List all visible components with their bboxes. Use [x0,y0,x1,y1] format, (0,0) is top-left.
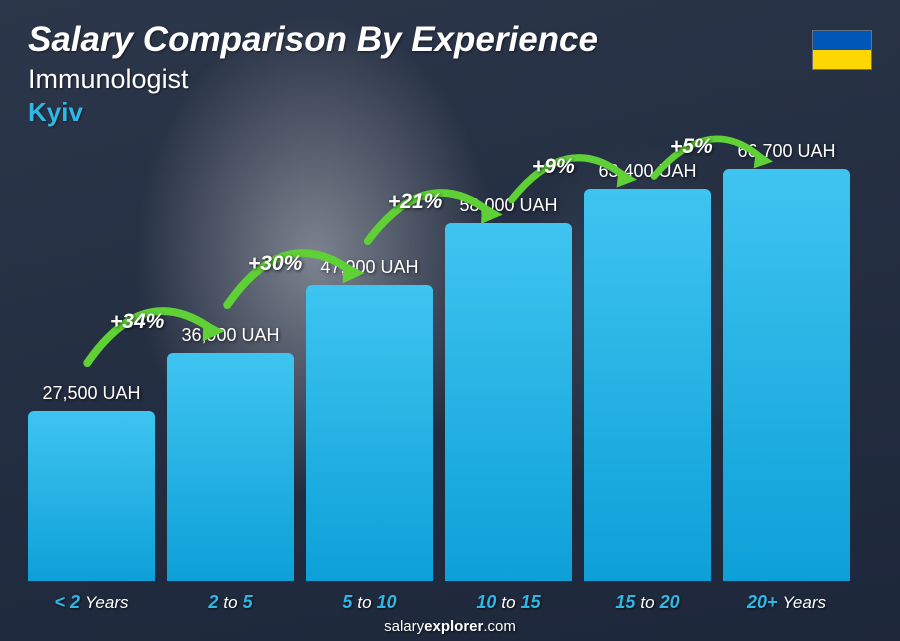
footer-attribution: salaryexplorer.com [384,618,516,635]
salary-chart-container: Salary Comparison By Experience Immunolo… [0,0,900,641]
bar-group: 58,000 UAH [445,223,572,581]
x-axis-label: 20+ Years [723,592,850,613]
bar-value-label: 47,900 UAH [320,257,418,278]
increase-percent-label: +30% [248,252,302,276]
footer-bold: explorer [424,618,483,635]
x-axis-label: < 2 Years [28,592,155,613]
increase-percent-label: +34% [110,310,164,334]
bar-group: 66,700 UAH [723,169,850,581]
bar-group: 36,900 UAH [167,353,294,581]
flag-top-stripe [813,31,871,50]
bar: 36,900 UAH [167,353,294,581]
bar-value-label: 36,900 UAH [181,325,279,346]
bar-group: 47,900 UAH [306,285,433,581]
x-axis-label: 15 to 20 [584,592,711,613]
bar: 58,000 UAH [445,223,572,581]
bars-area: 27,500 UAH36,900 UAH47,900 UAH58,000 UAH… [28,111,850,581]
bar: 66,700 UAH [723,169,850,581]
x-axis-label: 2 to 5 [167,592,294,613]
ukraine-flag-icon [812,30,872,70]
chart-subtitle: Immunologist [28,64,872,95]
x-axis-label: 10 to 15 [445,592,572,613]
bar-value-label: 27,500 UAH [42,383,140,404]
bar-value-label: 63,400 UAH [598,161,696,182]
footer-suffix: .com [483,618,516,635]
x-axis-label: 5 to 10 [306,592,433,613]
increase-percent-label: +9% [532,155,575,179]
flag-bottom-stripe [813,50,871,69]
chart-title: Salary Comparison By Experience [28,20,872,60]
increase-percent-label: +21% [388,190,442,214]
bar-group: 27,500 UAH [28,411,155,581]
x-axis-labels: < 2 Years 2 to 5 5 to 10 10 to 15 15 to 20 20… [28,592,850,613]
increase-percent-label: +5% [670,135,713,159]
bar-value-label: 58,000 UAH [459,195,557,216]
bar: 27,500 UAH [28,411,155,581]
bar-group: 63,400 UAH [584,189,711,581]
footer-prefix: salary [384,618,424,635]
bar: 47,900 UAH [306,285,433,581]
bar: 63,400 UAH [584,189,711,581]
bar-value-label: 66,700 UAH [737,141,835,162]
